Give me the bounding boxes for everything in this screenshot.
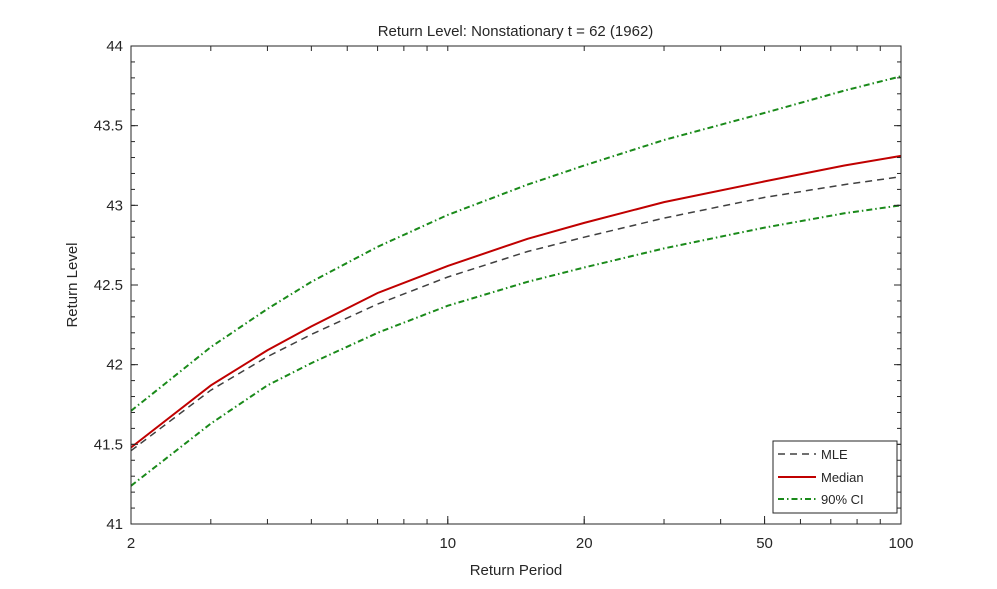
x-tick-label: 100 (888, 535, 913, 552)
y-tick-label: 44 (106, 38, 123, 55)
y-tick-label: 41 (106, 516, 123, 533)
y-tick-label: 43.5 (94, 118, 123, 135)
x-tick-label: 10 (439, 535, 456, 552)
series-line-2 (130, 75, 902, 412)
y-axis-title: Return Level (64, 242, 81, 327)
y-tick-label: 43 (106, 197, 123, 214)
tick-labels: 41 41.5 42 42.5 43 43.5 44 2 10 20 50 100 (94, 38, 914, 552)
legend-label-median: Median (821, 470, 864, 485)
series-line-3 (130, 204, 902, 487)
legend-label-ci: 90% CI (821, 492, 864, 507)
legend-label-mle: MLE (821, 447, 848, 462)
y-tick-label: 42 (106, 357, 123, 374)
x-tick-label: 2 (127, 535, 135, 552)
x-tick-label: 20 (576, 535, 593, 552)
y-tick-label: 42.5 (94, 277, 123, 294)
plot-frame (130, 45, 902, 525)
series-lines (130, 75, 902, 487)
series-line-1 (130, 154, 902, 449)
chart-title: Return Level: Nonstationary t = 62 (1962… (378, 23, 654, 40)
x-tick-label: 50 (756, 535, 773, 552)
x-axis-title: Return Period (470, 562, 563, 579)
y-tick-label: 41.5 (94, 436, 123, 453)
legend: MLE Median 90% CI (772, 440, 898, 514)
